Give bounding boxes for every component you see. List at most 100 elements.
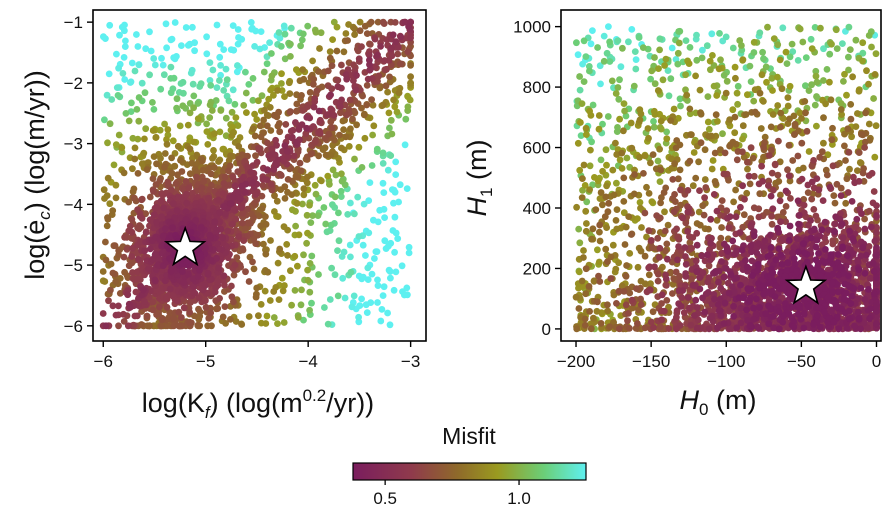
scatter-point [380, 20, 388, 27]
scatter-point [232, 114, 240, 121]
scatter-point [759, 48, 766, 56]
scatter-point [324, 67, 332, 75]
scatter-point [765, 152, 773, 159]
scatter-point [99, 268, 107, 275]
scatter-point [847, 101, 855, 108]
scatter-point [158, 213, 166, 221]
scatter-point [160, 71, 168, 79]
scatter-point [658, 300, 665, 307]
scatter-point [404, 93, 412, 101]
scatter-point [785, 172, 793, 180]
scatter-point [637, 295, 644, 303]
scatter-point [651, 263, 658, 271]
scatter-point [282, 121, 290, 128]
scatter-point [116, 290, 124, 297]
scatter-point [255, 312, 262, 320]
scatter-point [369, 131, 376, 139]
scatter-point [276, 34, 284, 42]
scatter-point [872, 50, 880, 58]
scatter-point [334, 247, 341, 255]
scatter-point [820, 77, 827, 84]
scatter-point [637, 247, 645, 255]
scatter-point [620, 100, 628, 107]
scatter-point [270, 91, 277, 99]
scatter-point [684, 228, 691, 235]
scatter-point [310, 80, 317, 88]
scatter-point [597, 156, 605, 164]
scatter-point [363, 82, 371, 89]
scatter-point [106, 21, 114, 29]
scatter-point [206, 231, 214, 239]
scatter-point [300, 251, 307, 259]
scatter-point [123, 246, 131, 253]
scatter-point [777, 191, 784, 199]
scatter-point [258, 92, 266, 100]
scatter-point [768, 220, 776, 228]
scatter-point [306, 201, 313, 209]
scatter-point [843, 175, 851, 183]
scatter-point [604, 113, 612, 120]
scatter-point [135, 61, 143, 69]
scatter-point [146, 71, 154, 79]
scatter-point [227, 200, 234, 207]
scatter-point [386, 268, 394, 275]
scatter-point [230, 46, 238, 54]
scatter-point [812, 72, 820, 80]
scatter-point [145, 322, 153, 330]
scatter-point [786, 53, 794, 61]
scatter-point [847, 115, 855, 123]
scatter-point [152, 181, 160, 188]
scatter-point [111, 242, 119, 250]
scatter-point [719, 130, 726, 138]
scatter-point [158, 316, 166, 324]
scatter-point [614, 84, 622, 91]
scatter-point [186, 145, 194, 153]
scatter-point [845, 53, 852, 61]
scatter-point [612, 265, 620, 273]
x-tick-label: −3 [401, 352, 420, 371]
scatter-point [619, 44, 626, 52]
scatter-point [334, 83, 342, 91]
scatter-point [303, 124, 310, 132]
scatter-point [128, 59, 136, 67]
scatter-point [337, 109, 344, 117]
scatter-point [285, 79, 293, 87]
scatter-point [732, 186, 739, 194]
scatter-point [590, 277, 598, 285]
scatter-point [675, 39, 683, 47]
scatter-point [238, 182, 246, 190]
scatter-point [755, 213, 763, 221]
scatter-point [161, 277, 169, 285]
scatter-point [645, 134, 652, 142]
scatter-point [670, 105, 678, 113]
scatter-point [761, 133, 769, 141]
scatter-point [251, 110, 258, 118]
scatter-point [582, 53, 590, 60]
scatter-point [140, 149, 148, 157]
scatter-point [338, 96, 345, 104]
scatter-point [211, 164, 218, 172]
scatter-point [771, 160, 779, 168]
scatter-point [379, 149, 387, 157]
scatter-point [645, 271, 653, 279]
scatter-point [178, 314, 185, 321]
scatter-point [107, 286, 114, 294]
scatter-point [786, 115, 793, 123]
scatter-point [150, 153, 158, 161]
scatter-point [815, 186, 823, 194]
scatter-point [664, 255, 671, 263]
scatter-point [603, 182, 610, 190]
scatter-point [219, 234, 227, 242]
scatter-point [299, 30, 307, 38]
y-tick-label: −1 [64, 13, 83, 32]
scatter-point [113, 84, 121, 91]
scatter-point [692, 72, 699, 80]
scatter-point [736, 37, 744, 44]
y-tick-label: −5 [64, 256, 83, 275]
scatter-point [298, 36, 306, 44]
scatter-point [686, 105, 694, 113]
scatter-point [609, 166, 617, 174]
scatter-point [873, 202, 880, 210]
scatter-point [859, 57, 866, 65]
scatter-point [707, 66, 714, 74]
